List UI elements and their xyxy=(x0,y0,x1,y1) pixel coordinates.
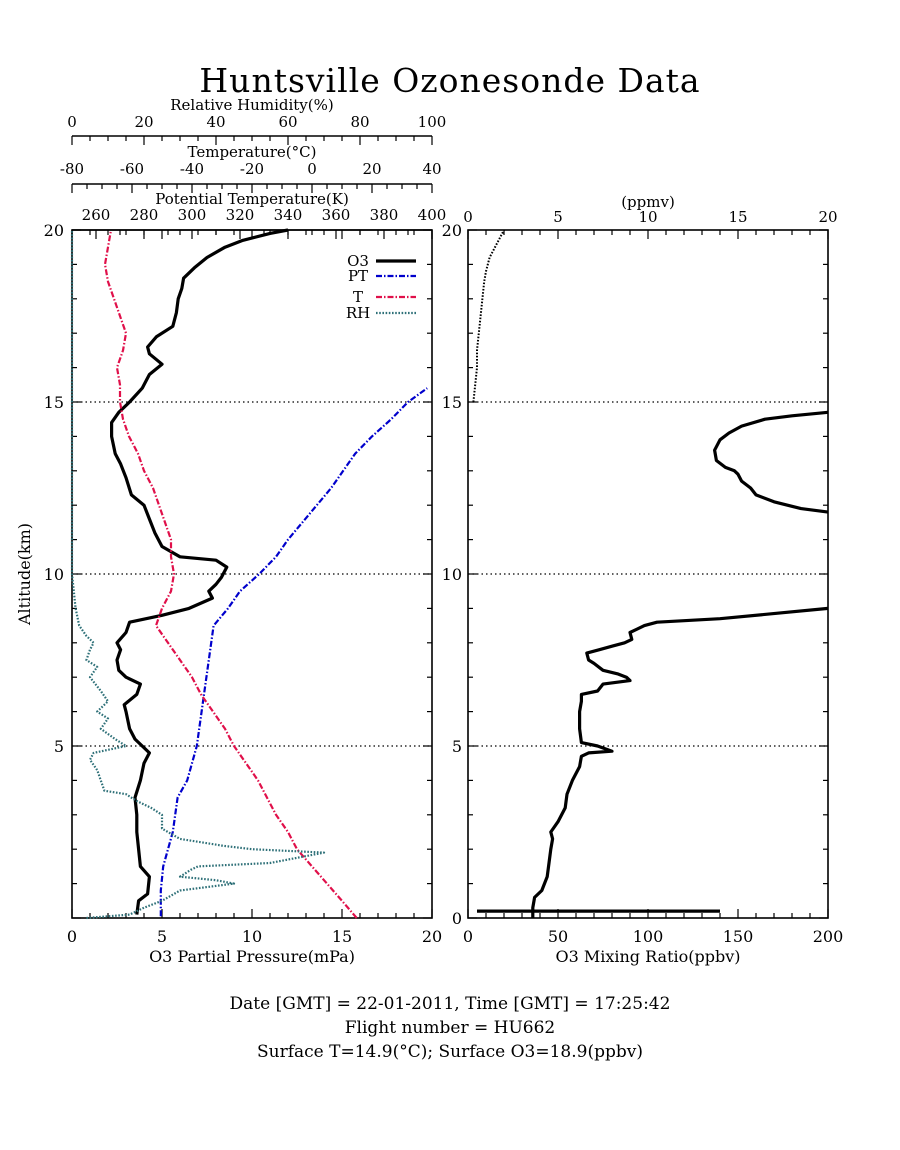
right-y-tick-label: 0 xyxy=(452,909,462,928)
left-y-tick-label: 5 xyxy=(54,737,64,756)
date-line: Date [GMT] = 22-01-2011, Time [GMT] = 17… xyxy=(229,994,671,1014)
right-top-tick-label: 15 xyxy=(728,208,747,226)
temp-axis-tick-label: 0 xyxy=(307,160,317,178)
left-bottom-tick-label: 20 xyxy=(422,927,442,946)
temp-axis-tick-label: -40 xyxy=(180,160,204,178)
right-series-o3-mixing-ratio xyxy=(531,606,829,918)
pt-axis-tick-label: 260 xyxy=(82,206,111,224)
right-top-tick-label: 5 xyxy=(553,208,563,226)
rh-axis-tick-label: 0 xyxy=(67,113,77,131)
right-bottom-axis-label: O3 Mixing Ratio(ppbv) xyxy=(555,947,740,966)
pt-axis-tick-label: 340 xyxy=(274,206,303,224)
rh-axis-axis-label: Relative Humidity(%) xyxy=(170,96,333,114)
right-series-o3-mixing-ratio-upper xyxy=(713,410,829,514)
rh-axis-tick-label: 100 xyxy=(418,113,447,131)
pt-axis-tick-label: 380 xyxy=(370,206,399,224)
series-o3 xyxy=(110,228,289,915)
legend-label-t: T xyxy=(353,288,363,306)
left-bottom-tick-label: 10 xyxy=(242,927,262,946)
flight-line: Flight number = HU662 xyxy=(344,1018,556,1038)
legend-label-o3: O3 xyxy=(347,252,369,270)
right-y-tick-label: 15 xyxy=(442,393,462,412)
temp-axis-tick-label: 40 xyxy=(422,160,441,178)
left-y-tick-label: 15 xyxy=(44,393,64,412)
left-panel: 5 10 15 20 Altitude(km) 0 5 10 15 20 O3 Partial Pr… xyxy=(15,96,446,966)
temp-axis-tick-label: -20 xyxy=(240,160,264,178)
rh-axis-tick-label: 40 xyxy=(206,113,225,131)
temp-axis-axis-label: Temperature(°C) xyxy=(188,143,317,161)
right-top-tick-label: 20 xyxy=(818,208,837,226)
pt-axis-tick-label: 320 xyxy=(226,206,255,224)
series-t xyxy=(103,229,358,919)
pt-axis-tick-label: 360 xyxy=(322,206,351,224)
rh-axis-tick-label: 20 xyxy=(134,113,153,131)
right-top-tick-label: 0 xyxy=(463,208,473,226)
pt-axis-tick-label: 400 xyxy=(418,206,447,224)
pt-axis-tick-label: 280 xyxy=(130,206,159,224)
left-bottom-tick-label: 0 xyxy=(67,927,77,946)
temp-axis-tick-label: 20 xyxy=(362,160,381,178)
rh-axis-tick-label: 80 xyxy=(350,113,369,131)
right-top-tick-label: 10 xyxy=(638,208,657,226)
chart-title: Huntsville Ozonesonde Data xyxy=(199,61,700,100)
left-bottom-axis-label: O3 Partial Pressure(mPa) xyxy=(149,947,355,966)
right-bottom-tick-label: 100 xyxy=(633,927,664,946)
surface-line: Surface T=14.9(°C); Surface O3=18.9(ppbv… xyxy=(257,1042,643,1062)
temp-axis-tick-label: -60 xyxy=(120,160,144,178)
series-pt xyxy=(159,387,428,917)
legend-label-rh: RH xyxy=(346,304,370,322)
right-y-tick-label: 20 xyxy=(442,221,462,240)
left-bottom-tick-label: 15 xyxy=(332,927,352,946)
series-rh xyxy=(70,230,326,920)
right-y-tick-label: 10 xyxy=(442,565,462,584)
right-bottom-tick-label: 200 xyxy=(813,927,844,946)
right-bottom-tick-label: 50 xyxy=(548,927,568,946)
temp-axis-tick-label: -80 xyxy=(60,160,84,178)
legend-label-pt: PT xyxy=(348,267,368,285)
left-bottom-tick-label: 5 xyxy=(157,927,167,946)
left-y-tick-label: 10 xyxy=(44,565,64,584)
rh-axis-tick-label: 60 xyxy=(278,113,297,131)
right-top-axis-label: (ppmv) xyxy=(621,193,675,211)
left-y-tick-label: 20 xyxy=(44,221,64,240)
right-series-o3-ppmv-profile xyxy=(472,229,505,403)
right-bottom-tick-label: 0 xyxy=(463,927,473,946)
right-y-tick-label: 5 xyxy=(452,737,462,756)
left-y-axis-label: Altitude(km) xyxy=(15,523,34,626)
pt-axis-tick-label: 300 xyxy=(178,206,207,224)
right-bottom-tick-label: 150 xyxy=(723,927,754,946)
pt-axis-axis-label: Potential Temperature(K) xyxy=(155,190,349,208)
